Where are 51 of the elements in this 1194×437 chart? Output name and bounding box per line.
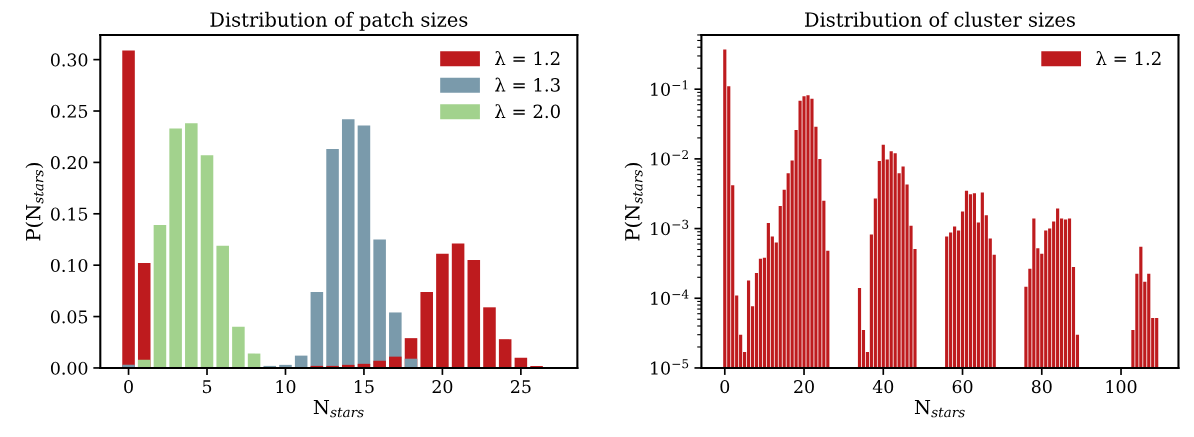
y-tick-label: 0.20 (50, 156, 88, 170)
y-tick-label: 0.10 (50, 258, 88, 273)
x-axis-title: N$_{stars}$ (914, 399, 965, 418)
x-tick-label: 0 (720, 380, 730, 394)
y-tick-label: 10$^{−5}$ (651, 359, 689, 375)
x-tick-label: 80 (1031, 380, 1052, 394)
legend-label: λ = 2.0 (495, 104, 560, 119)
y-tick-label: 10$^{−2}$ (651, 150, 688, 166)
x-tick-label: 40 (872, 380, 894, 394)
bar (451, 243, 465, 368)
x-tick-label: 20 (432, 380, 453, 394)
bar (341, 119, 355, 368)
x-tick-label: 10 (276, 380, 296, 394)
x-tick-label: 25 (511, 380, 531, 394)
bar (420, 291, 433, 368)
x-axis-title: N$_{stars}$ (313, 399, 364, 418)
bar (169, 128, 182, 368)
y-tick-label: 10$^{−3}$ (651, 219, 689, 236)
bar (436, 253, 449, 368)
legend-label: λ = 1.2 (495, 51, 560, 66)
bar (122, 50, 135, 368)
bar (498, 339, 512, 368)
chart-title: Distribution of cluster sizes (805, 11, 1075, 27)
bar (483, 307, 496, 368)
chart-title: Distribution of patch sizes (210, 11, 468, 31)
bar (200, 155, 214, 368)
x-tick-label: 60 (952, 380, 973, 394)
bar (310, 291, 324, 368)
bar (326, 149, 339, 368)
bar (153, 225, 167, 368)
y-tick-label: 10$^{−1}$ (651, 80, 688, 96)
bar (216, 245, 229, 368)
bar (232, 326, 245, 368)
y-tick-label: 0.05 (50, 310, 88, 324)
legend-label: λ = 1.3 (495, 77, 560, 92)
y-axis-title: P(N$_{stars}$) (25, 163, 44, 241)
bar (389, 356, 402, 368)
y-axis-title: P(N$_{stars}$) (624, 163, 643, 241)
x-tick-label: 5 (202, 380, 212, 394)
x-tick-label: 100 (1106, 380, 1137, 394)
y-tick-label: 0.00 (50, 361, 88, 375)
y-tick-label: 0.30 (50, 53, 88, 67)
y-tick-label: 0.15 (50, 207, 88, 221)
x-tick-label: 0 (124, 380, 133, 394)
y-tick-label: 0.25 (50, 104, 88, 118)
bar (185, 123, 198, 368)
legend-label: λ = 1.2 (1096, 51, 1161, 66)
bar (467, 260, 481, 368)
y-tick-label: 10$^{−4}$ (651, 289, 689, 305)
x-tick-label: 20 (794, 380, 814, 394)
x-tick-label: 15 (355, 380, 374, 394)
